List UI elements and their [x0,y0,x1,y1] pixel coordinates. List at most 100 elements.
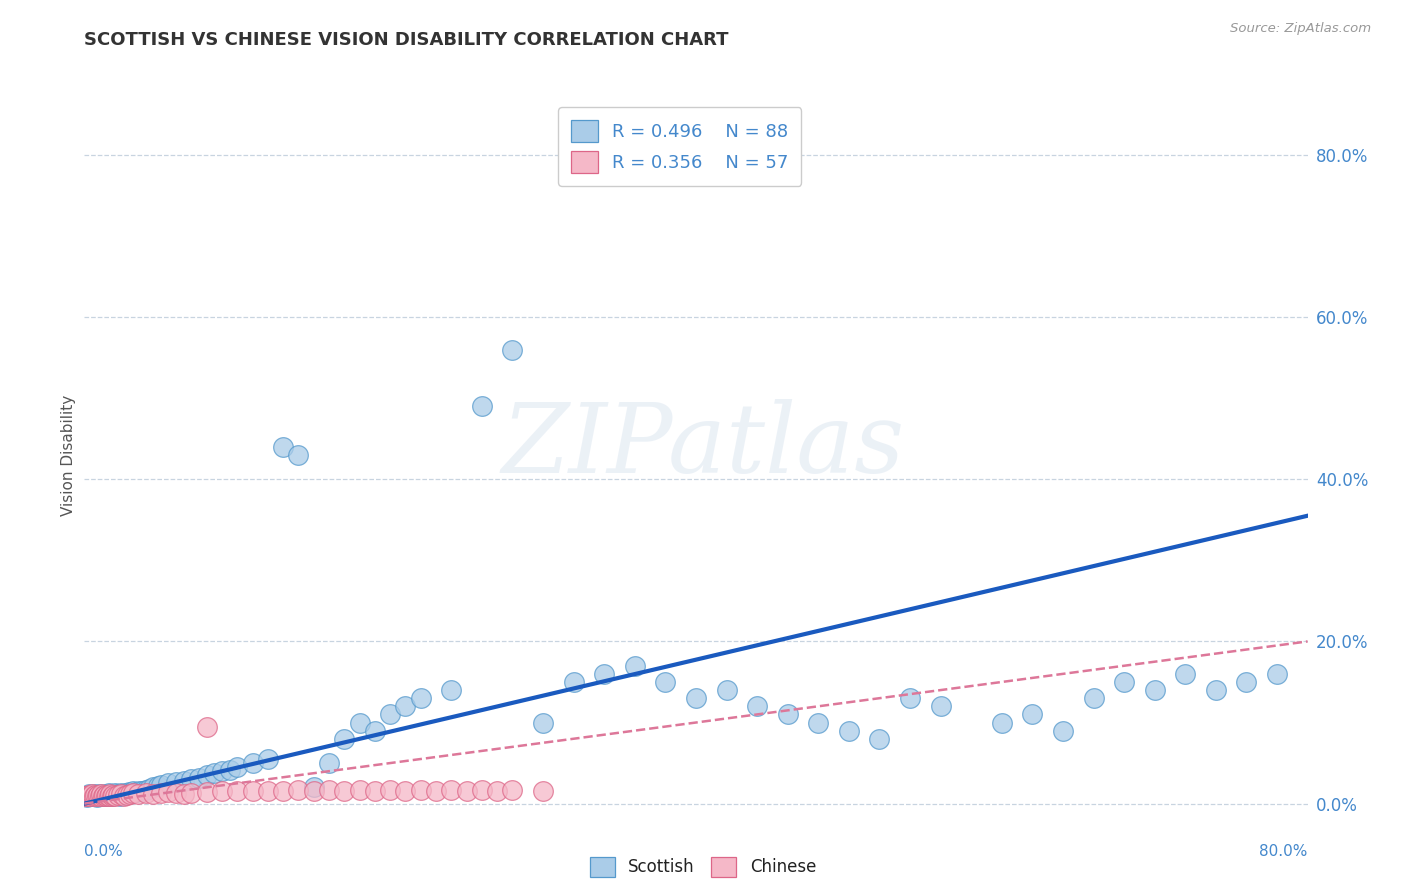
Point [112,789,135,803]
Point [142,787,165,801]
Point [456,783,478,797]
Point [90,789,112,804]
Point [1265,666,1288,681]
Point [97,786,120,800]
Legend: R = 0.496    N = 88, R = 0.356    N = 57: R = 0.496 N = 88, R = 0.356 N = 57 [558,107,801,186]
Point [333,731,356,746]
Point [409,691,432,706]
Point [471,399,494,413]
Point [349,782,371,797]
Point [103,788,125,802]
Point [257,752,280,766]
Point [135,782,157,797]
Point [838,723,860,738]
Point [165,786,187,800]
Point [128,783,150,797]
Point [91,789,114,803]
Point [195,720,218,734]
Point [104,786,127,800]
Point [242,756,264,770]
Point [173,787,195,801]
Point [654,675,676,690]
Legend: Scottish, Chinese: Scottish, Chinese [583,850,823,884]
Point [898,691,921,706]
Point [89,789,111,803]
Point [425,783,447,797]
Point [287,782,309,797]
Point [333,783,356,797]
Point [107,787,129,801]
Point [131,784,153,798]
Point [929,699,952,714]
Point [108,789,131,803]
Point [624,658,647,673]
Point [80,788,103,802]
Point [77,787,100,801]
Point [93,788,115,802]
Point [115,788,138,802]
Point [97,789,120,803]
Point [110,786,132,800]
Point [1174,666,1197,681]
Point [776,707,799,722]
Point [110,787,132,801]
Point [409,782,432,797]
Point [87,789,110,803]
Point [394,783,416,797]
Point [211,764,233,779]
Text: ZIPatlas: ZIPatlas [502,399,904,493]
Point [105,788,128,802]
Point [380,707,402,722]
Point [138,782,160,797]
Point [195,768,218,782]
Point [165,774,187,789]
Point [1052,723,1074,738]
Point [380,782,402,797]
Point [114,786,136,800]
Point [86,789,108,804]
Point [471,782,494,797]
Point [122,786,145,800]
Point [991,715,1014,730]
Point [157,785,180,799]
Point [94,789,117,804]
Point [287,448,309,462]
Point [118,785,141,799]
Point [96,788,118,802]
Point [125,785,148,799]
Point [122,784,145,798]
Point [531,783,554,797]
Point [75,789,97,803]
Y-axis label: Vision Disability: Vision Disability [60,394,76,516]
Point [302,780,325,795]
Point [111,787,134,801]
Point [173,773,195,788]
Point [271,440,294,454]
Point [98,788,121,802]
Point [96,789,118,803]
Point [103,787,125,801]
Point [747,699,769,714]
Point [120,786,142,800]
Point [188,771,211,785]
Point [87,788,110,802]
Point [146,779,169,793]
Point [1114,675,1136,690]
Point [91,788,114,802]
Point [211,784,233,798]
Point [75,789,97,803]
Point [869,731,891,746]
Point [115,787,138,801]
Point [107,788,129,802]
Point [394,699,416,714]
Point [226,760,249,774]
Point [149,786,172,800]
Point [89,787,111,801]
Point [502,782,524,797]
Point [218,763,240,777]
Point [1083,691,1105,706]
Point [195,785,218,799]
Point [76,789,98,804]
Point [349,715,371,730]
Point [257,784,280,798]
